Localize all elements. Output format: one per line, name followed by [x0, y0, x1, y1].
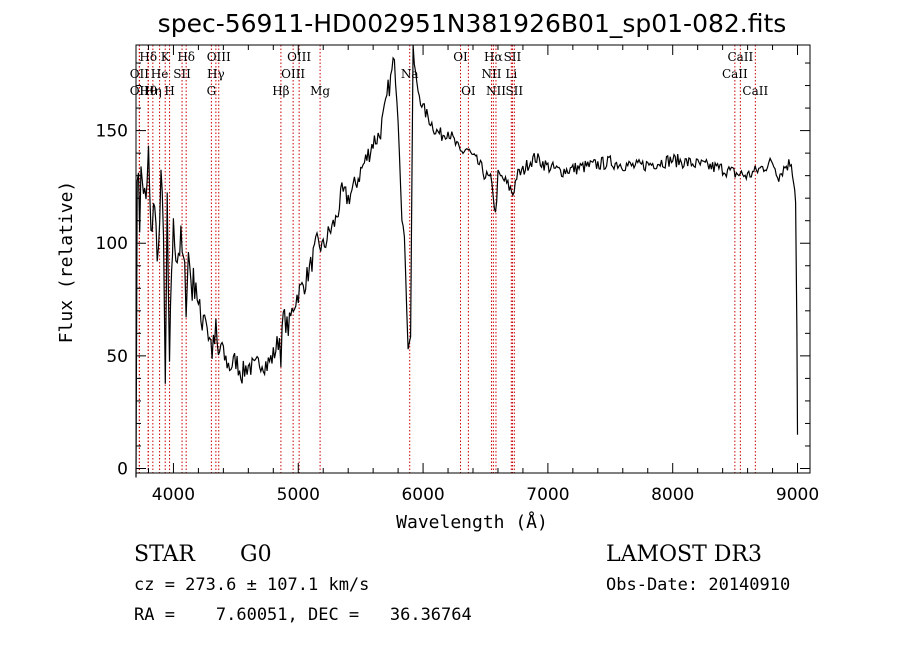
spectral-line-label: OIII: [207, 50, 231, 64]
observation-date: Obs-Date: 20140910: [606, 575, 790, 595]
x-axis-label: Wavelength (Å): [396, 511, 548, 533]
spectral-line-label: Na: [401, 67, 419, 81]
spectral-line-label: SII: [173, 67, 191, 81]
x-tick-label: 8000: [651, 485, 694, 505]
x-tick-label: 6000: [401, 485, 444, 505]
spectral-line-label: Hη: [144, 84, 162, 98]
y-tick-label: 0: [117, 459, 128, 479]
redshift-value: cz = 273.6 ± 107.1 km/s: [134, 575, 369, 595]
x-tick-label: 5000: [277, 485, 320, 505]
y-tick-label: 150: [96, 122, 128, 142]
object-class: STAR: [134, 542, 196, 567]
spectral-line-label: OIII: [287, 50, 311, 64]
spectral-line-label: NII: [481, 67, 501, 81]
spectral-line-label: OII: [130, 67, 150, 81]
spectral-line-label: H: [164, 84, 174, 98]
y-axis-ticks: 0 50 100 150: [96, 62, 810, 479]
spectral-line-label: He: [151, 67, 169, 81]
spectral-line-label: Hδ: [177, 50, 195, 64]
spectral-line-label: CaII: [727, 50, 753, 64]
coordinates: RA = 7.60051, DEC = 36.36764: [134, 605, 472, 625]
spectral-line-label: SII: [505, 84, 523, 98]
y-tick-label: 50: [106, 347, 128, 367]
y-axis-label: Flux (relative): [56, 181, 77, 344]
spectral-line-label: Hθ: [139, 84, 157, 98]
spectral-line-label: Hβ: [272, 84, 289, 98]
spectral-line-label: CaII: [722, 67, 748, 81]
spectral-line-label: Hδ: [139, 50, 157, 64]
spectral-line-label: NII: [486, 84, 506, 98]
x-tick-label: 7000: [526, 485, 569, 505]
spectral-line-label: K: [161, 50, 171, 64]
spectral-line-label: Hα: [484, 50, 503, 64]
spectral-line-label: OI: [461, 84, 476, 98]
chart-title: spec-56911-HD002951N381926B01_sp01-082.f…: [158, 9, 787, 38]
spectral-line-label: Li: [505, 67, 517, 81]
x-axis-ticks: 4000 5000 6000 7000 8000 9000: [147, 45, 819, 505]
spectral-line-label: OIII: [281, 67, 305, 81]
spectral-line-label: G: [207, 84, 217, 98]
spectrum-line: [135, 45, 799, 478]
spectral-line-label: OII: [130, 84, 150, 98]
spectral-line-label: Mg: [310, 84, 330, 98]
spectral-line-label: SII: [504, 50, 522, 64]
spectral-line-label: OI: [453, 50, 468, 64]
object-subclass: G0: [240, 542, 272, 567]
y-tick-label: 100: [96, 234, 128, 254]
survey-name: LAMOST DR3: [606, 542, 762, 567]
x-tick-label: 4000: [152, 485, 195, 505]
spectral-line-label: Hγ: [207, 67, 225, 81]
spectral-line-markers: [138, 45, 756, 473]
x-tick-label: 9000: [776, 485, 819, 505]
spectral-line-label: CaII: [742, 84, 768, 98]
plot-frame: [135, 44, 811, 474]
